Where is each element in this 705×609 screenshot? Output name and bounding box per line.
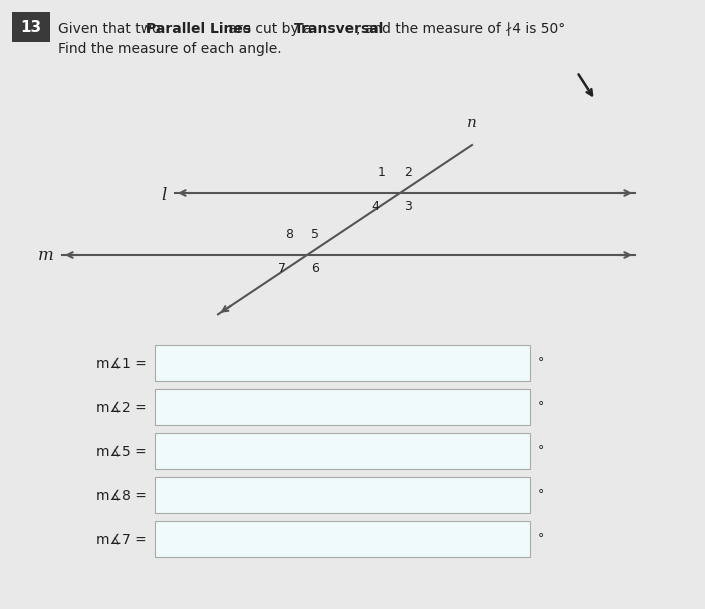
Text: l: l — [161, 186, 167, 203]
Bar — [155, 389, 530, 425]
Text: °: ° — [538, 488, 544, 501]
Bar — [12, 12, 50, 42]
Bar — [155, 345, 530, 381]
Text: 6: 6 — [311, 262, 319, 275]
Text: m∡2 =: m∡2 = — [97, 400, 147, 414]
Bar — [155, 433, 530, 469]
Text: 13: 13 — [20, 19, 42, 35]
Text: n: n — [467, 116, 477, 130]
Text: 7: 7 — [278, 262, 286, 275]
Text: m∡5 =: m∡5 = — [97, 444, 147, 458]
Bar — [155, 477, 530, 513]
Text: , and the measure of ∤4 is 50°: , and the measure of ∤4 is 50° — [356, 22, 565, 36]
Text: m: m — [38, 247, 54, 264]
Text: 2: 2 — [404, 166, 412, 179]
Text: Find the measure of each angle.: Find the measure of each angle. — [58, 42, 281, 56]
Text: m∡1 =: m∡1 = — [96, 356, 147, 370]
Text: °: ° — [538, 445, 544, 457]
Text: Parallel Lines: Parallel Lines — [146, 22, 251, 36]
Text: Given that two: Given that two — [58, 22, 165, 36]
Text: °: ° — [538, 532, 544, 546]
Text: 5: 5 — [311, 228, 319, 241]
Text: 3: 3 — [404, 200, 412, 213]
Text: are cut by a: are cut by a — [224, 22, 316, 36]
Bar — [155, 521, 530, 557]
Text: m∡8 =: m∡8 = — [96, 488, 147, 502]
Text: °: ° — [538, 356, 544, 370]
Text: m∡7 =: m∡7 = — [97, 532, 147, 546]
Text: 4: 4 — [371, 200, 379, 213]
Text: Transversal: Transversal — [294, 22, 384, 36]
Text: 8: 8 — [285, 228, 293, 241]
Text: °: ° — [538, 401, 544, 414]
Text: 1: 1 — [378, 166, 386, 179]
